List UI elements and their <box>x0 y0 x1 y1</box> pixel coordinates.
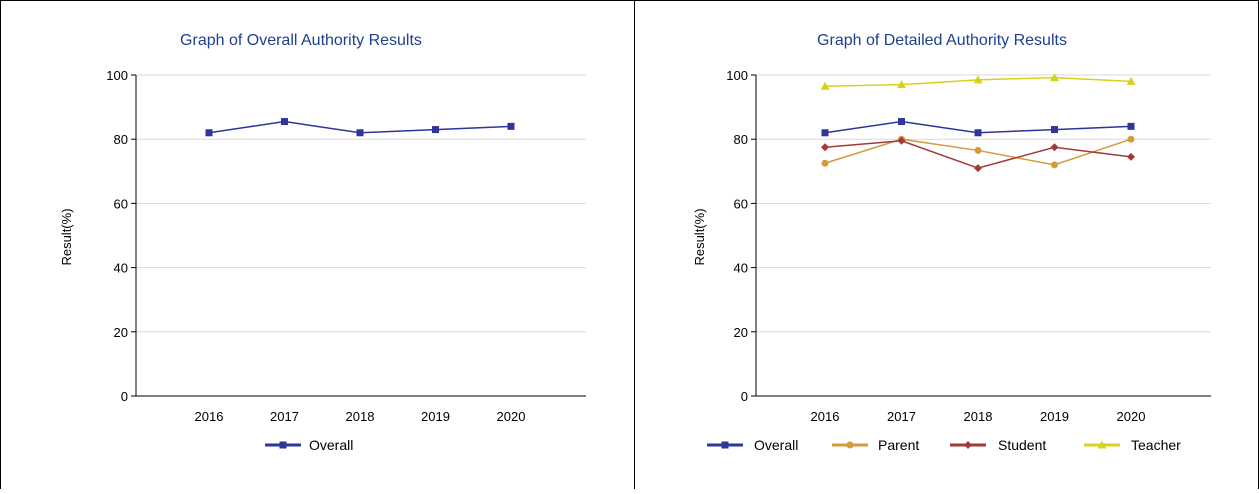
data-point-parent <box>821 159 829 167</box>
legend-label-overall: Overall <box>309 437 353 453</box>
legend-label-teacher: Teacher <box>1131 437 1181 453</box>
legend-label-overall: Overall <box>754 437 798 453</box>
x-tick-label: 2017 <box>270 409 299 424</box>
legend-label-parent: Parent <box>878 437 919 453</box>
data-point-overall <box>1127 122 1135 130</box>
detailed-results-chart: Graph of Detailed Authority Results 0 20 40… <box>692 32 1211 453</box>
y-axis-label: Result(%) <box>59 208 74 265</box>
data-point-student <box>974 164 982 173</box>
data-point-student <box>1050 143 1059 152</box>
legend-label-student: Student <box>998 437 1046 453</box>
data-point-overall <box>281 118 288 126</box>
data-point-overall <box>974 129 982 137</box>
overall-results-chart: Graph of Overall Authority Results 0 20 40 6… <box>59 32 586 453</box>
data-point-overall <box>205 129 213 137</box>
data-point-student <box>897 136 906 145</box>
data-point-overall <box>1051 126 1058 134</box>
x-tick-label: 2020 <box>1117 409 1146 424</box>
legend-marker-overall <box>279 441 287 449</box>
y-tick-label: 0 <box>741 389 748 404</box>
x-tick-label: 2016 <box>811 409 840 424</box>
chart-title: Graph of Overall Authority Results <box>180 32 422 49</box>
data-point-teacher <box>973 75 983 84</box>
frame-divider <box>634 0 635 489</box>
y-tick-label: 60 <box>734 196 748 211</box>
legend-marker-teacher <box>1097 440 1107 449</box>
data-point-overall <box>898 118 905 126</box>
detailed-chart-panel: Graph of Detailed Authority Results 0 20 40… <box>635 0 1259 489</box>
data-point-teacher <box>1126 76 1136 85</box>
data-point-teacher <box>820 81 830 90</box>
data-point-parent <box>974 146 982 154</box>
y-tick-label: 100 <box>726 68 748 83</box>
x-tick-label: 2017 <box>887 409 916 424</box>
y-tick-label: 0 <box>121 389 128 404</box>
y-tick-label: 60 <box>114 196 128 211</box>
y-axis-label: Result(%) <box>692 208 707 265</box>
frame-top-border <box>0 0 1259 1</box>
y-tick-label: 40 <box>114 261 128 276</box>
y-tick-label: 80 <box>114 132 128 147</box>
y-tick-label: 20 <box>734 325 748 340</box>
x-tick-label: 2018 <box>964 409 993 424</box>
y-tick-label: 100 <box>106 68 128 83</box>
data-point-teacher <box>897 80 906 89</box>
legend-marker-student <box>964 441 972 449</box>
data-point-parent <box>1051 161 1058 169</box>
x-tick-label: 2020 <box>497 409 526 424</box>
data-point-overall <box>821 129 829 137</box>
x-tick-label: 2018 <box>346 409 375 424</box>
data-point-overall <box>432 126 439 134</box>
overall-chart-panel: Graph of Overall Authority Results 0 20 40 6… <box>0 0 634 489</box>
y-tick-label: 80 <box>734 132 748 147</box>
data-point-student <box>821 143 829 152</box>
legend-marker-parent <box>846 441 854 449</box>
y-tick-label: 40 <box>734 261 748 276</box>
legend-marker-overall <box>721 441 729 449</box>
data-point-parent <box>1127 135 1135 143</box>
data-point-overall <box>356 129 364 137</box>
data-point-overall <box>507 122 515 130</box>
y-tick-label: 20 <box>114 325 128 340</box>
chart-title: Graph of Detailed Authority Results <box>817 32 1067 49</box>
data-point-student <box>1127 152 1135 161</box>
x-tick-label: 2019 <box>1040 409 1069 424</box>
x-tick-label: 2016 <box>195 409 224 424</box>
data-point-teacher <box>1050 73 1059 82</box>
x-tick-label: 2019 <box>421 409 450 424</box>
frame-left-border <box>0 0 1 489</box>
